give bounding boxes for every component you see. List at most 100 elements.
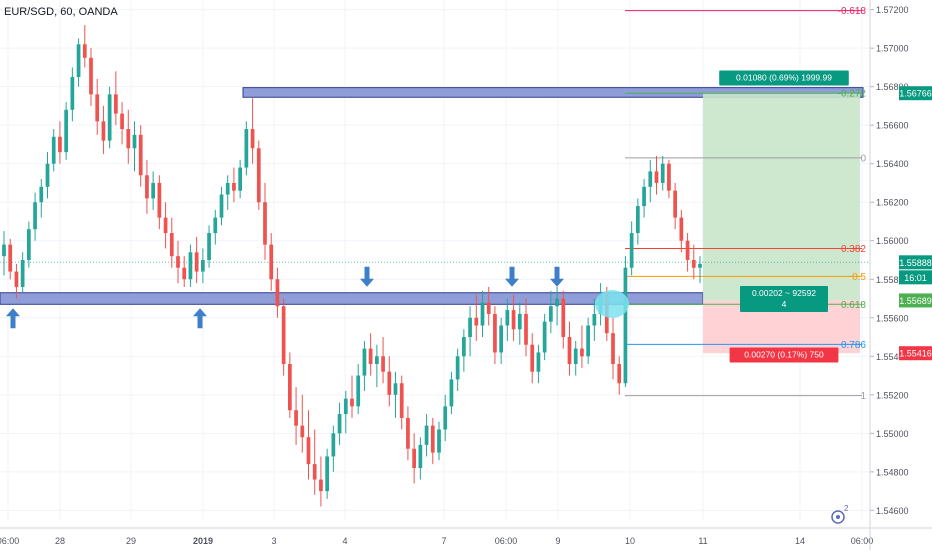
candle	[399, 375, 404, 430]
candle-body	[256, 148, 261, 203]
y-tick-label: 1.57200	[876, 5, 909, 15]
svg-text:1.56766: 1.56766	[899, 89, 932, 99]
candle-body	[511, 310, 516, 330]
candle	[225, 175, 230, 210]
candle-body	[362, 348, 367, 376]
candle-body	[356, 375, 361, 407]
candle-body	[95, 94, 100, 122]
candle	[673, 182, 678, 230]
candle	[517, 302, 522, 345]
candle	[300, 394, 305, 453]
candle-body	[120, 113, 124, 130]
candle-body	[51, 136, 56, 164]
candle-body	[468, 317, 472, 338]
candle-body	[418, 444, 423, 468]
candle	[325, 448, 330, 499]
y-tick-label: 1.54800	[876, 467, 909, 477]
price-tag: 1.56766	[899, 86, 932, 101]
candle-body	[232, 182, 236, 191]
candle	[437, 421, 441, 461]
candle	[107, 86, 112, 149]
candle-body	[14, 271, 19, 287]
candle	[20, 252, 25, 293]
y-tick-label: 1.55800	[876, 275, 909, 285]
candle-body	[26, 229, 31, 260]
candle	[263, 182, 267, 260]
candle	[176, 240, 180, 284]
candle	[642, 179, 646, 218]
candle	[182, 256, 187, 287]
candle	[524, 298, 528, 357]
candle-body	[493, 313, 497, 353]
candle	[151, 171, 156, 210]
x-tick-label: 10	[625, 536, 635, 546]
candle	[685, 233, 690, 272]
candle	[623, 256, 628, 388]
candle	[200, 248, 205, 284]
candle-body	[548, 306, 553, 322]
svg-text:4: 4	[782, 299, 787, 309]
candle	[101, 105, 106, 155]
candle	[64, 102, 69, 160]
candle-layer	[2, 25, 702, 507]
candle-body	[238, 167, 243, 191]
candle	[287, 352, 292, 418]
candle-body	[474, 317, 479, 326]
candle-body	[132, 134, 137, 149]
candle-body	[76, 44, 81, 78]
fib-level-label: 1	[860, 391, 866, 402]
candle-body	[138, 134, 143, 176]
candle	[586, 317, 591, 364]
y-tick-label: 1.55600	[876, 313, 909, 323]
candle	[611, 317, 615, 380]
candle-body	[635, 206, 640, 234]
candle	[70, 67, 75, 122]
candle-body	[573, 348, 578, 364]
candle	[480, 290, 485, 338]
candle-body	[368, 348, 373, 364]
candle	[120, 102, 124, 145]
candle-body	[343, 398, 348, 415]
candle	[424, 414, 429, 457]
candle	[667, 159, 671, 199]
candle-body	[412, 448, 417, 468]
candle-body	[281, 306, 286, 364]
candle	[188, 244, 193, 287]
fib-level-label: -0.272	[838, 89, 867, 100]
candle-body	[294, 410, 298, 426]
candle-body	[536, 352, 541, 372]
svg-text:1.55888: 1.55888	[899, 258, 932, 268]
stop-label: 0.00270 (0.17%) 750	[729, 347, 839, 363]
candle	[573, 340, 578, 376]
candle	[138, 125, 143, 187]
candle-body	[629, 233, 634, 268]
candle-body	[64, 109, 69, 153]
profit-zone	[703, 93, 860, 301]
candle	[213, 209, 218, 245]
candle-body	[673, 190, 678, 218]
candle-body	[82, 44, 87, 58]
candle-body	[679, 217, 684, 241]
candle-body	[698, 263, 702, 268]
candle-body	[207, 233, 211, 260]
candle	[82, 25, 87, 68]
candle-body	[300, 425, 305, 438]
candle-body	[393, 383, 398, 395]
candle-body	[430, 425, 435, 453]
candle	[691, 244, 696, 280]
fib-level-label: -0.618	[838, 6, 867, 17]
candle	[250, 98, 255, 164]
candle	[356, 364, 361, 415]
candle	[430, 417, 435, 465]
candle	[418, 437, 423, 480]
candle	[406, 406, 410, 461]
candle-body	[269, 244, 274, 280]
candle	[648, 159, 653, 203]
candle	[169, 217, 174, 268]
candle	[679, 209, 684, 253]
candle	[33, 192, 37, 241]
candle	[530, 333, 535, 384]
candle-body	[8, 244, 13, 272]
